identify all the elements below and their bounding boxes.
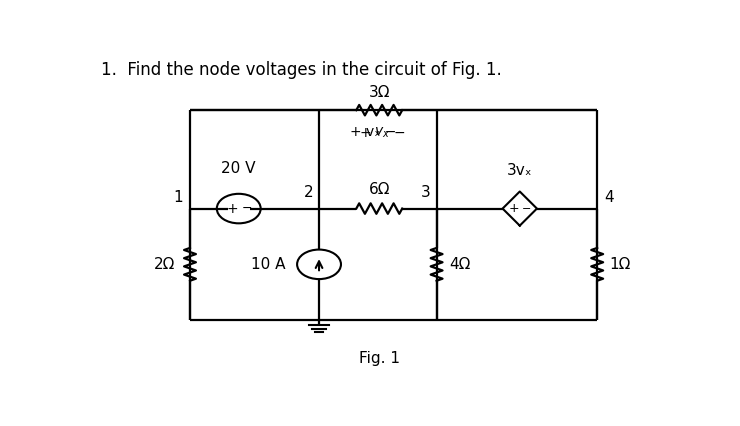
Text: −: − — [394, 126, 405, 140]
Text: 2: 2 — [303, 185, 313, 200]
Text: 2Ω: 2Ω — [154, 257, 175, 272]
Text: +: + — [508, 202, 519, 215]
Text: $v_x$: $v_x$ — [374, 126, 390, 140]
Text: 1: 1 — [173, 190, 183, 205]
Text: 1.  Find the node voltages in the circuit of Fig. 1.: 1. Find the node voltages in the circuit… — [101, 61, 502, 79]
Text: +: + — [359, 126, 371, 140]
Text: + vₓ −: + vₓ − — [350, 125, 397, 139]
Text: 4Ω: 4Ω — [449, 257, 471, 272]
Text: 6Ω: 6Ω — [369, 182, 390, 197]
Text: 20 V: 20 V — [221, 161, 256, 176]
Text: 1Ω: 1Ω — [610, 257, 631, 272]
Text: 3: 3 — [421, 185, 431, 200]
Text: −: − — [242, 202, 252, 215]
Text: 4: 4 — [604, 190, 613, 205]
Text: 3vₓ: 3vₓ — [507, 164, 533, 178]
Text: −: − — [522, 204, 531, 213]
Text: +: + — [226, 201, 238, 216]
Text: Fig. 1: Fig. 1 — [359, 351, 400, 366]
Text: 10 A: 10 A — [251, 257, 286, 272]
Text: 3Ω: 3Ω — [369, 85, 390, 101]
